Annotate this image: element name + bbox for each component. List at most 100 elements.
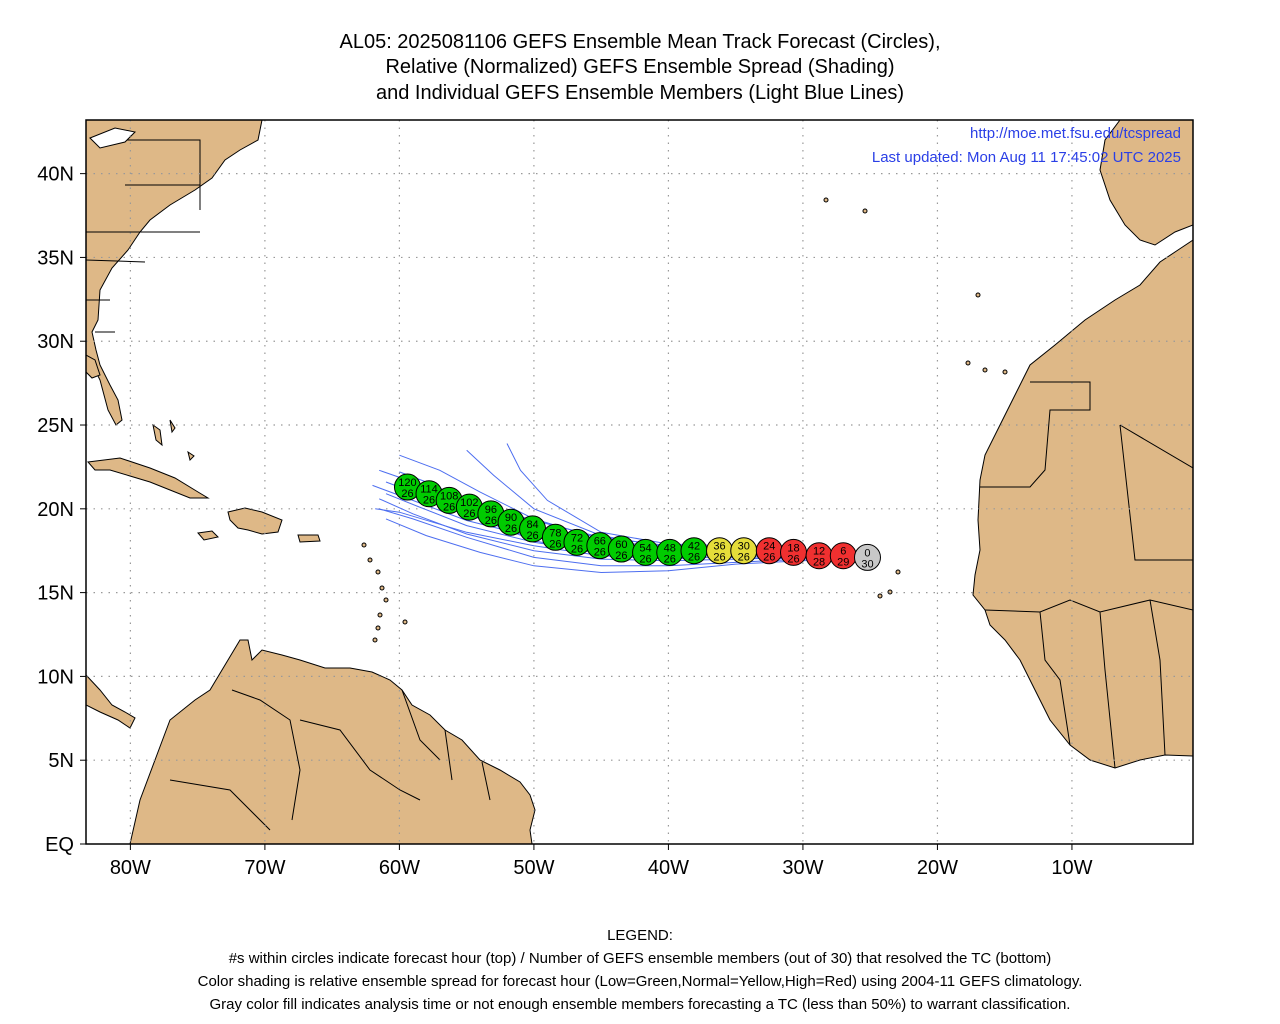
land-cuba xyxy=(87,457,210,499)
gridlines xyxy=(86,120,1193,844)
lon-tick-label: 50W xyxy=(513,857,554,879)
forecast-hour-label: 0 xyxy=(864,547,870,559)
us-state-borders xyxy=(86,139,201,333)
lat-tick-label: 10N xyxy=(37,666,74,688)
member-count-label: 26 xyxy=(763,552,775,564)
land-hispaniola xyxy=(227,507,283,535)
member-count-label: 26 xyxy=(713,552,725,564)
legend-heading: LEGEND: xyxy=(607,927,673,944)
legend-line-1: #s within circles indicate forecast hour… xyxy=(228,950,1052,967)
lon-tick-label: 80W xyxy=(110,857,151,879)
title-line-1: AL05: 2025081106 GEFS Ensemble Mean Trac… xyxy=(339,31,941,53)
lat-tick-label: 15N xyxy=(37,583,74,605)
member-count-label: 26 xyxy=(594,547,606,559)
source-url[interactable]: http://moe.met.fsu.edu/tcspread xyxy=(970,125,1181,142)
member-count-label: 30 xyxy=(861,558,873,570)
forecast-hour-label: 48 xyxy=(664,542,676,554)
member-count-label: 26 xyxy=(664,553,676,565)
member-count-label: 26 xyxy=(463,508,475,520)
member-count-label: 26 xyxy=(485,515,497,527)
lon-tick-label: 40W xyxy=(648,857,689,879)
lat-tick-label: 30N xyxy=(37,331,74,353)
lon-tick-label: 30W xyxy=(782,857,823,879)
lat-tick-label: 35N xyxy=(37,247,74,269)
forecast-hour-label: 72 xyxy=(571,532,583,544)
member-track-line xyxy=(379,508,868,567)
lat-tick-label: 5N xyxy=(48,750,74,772)
legend-line-3: Gray color fill indicates analysis time … xyxy=(209,996,1071,1013)
forecast-hour-label: 78 xyxy=(549,527,561,539)
forecast-hour-label: 102 xyxy=(460,497,478,509)
forecast-hour-label: 6 xyxy=(840,546,846,558)
axes: 80W 70W 60W 50W 40W 30W 20W 10W 40N 35N 30N 25N 20N 1… xyxy=(37,164,1092,879)
land-bahamas xyxy=(152,419,195,461)
member-count-label: 26 xyxy=(738,552,750,564)
member-count-label: 28 xyxy=(813,557,825,569)
forecast-hour-label: 36 xyxy=(713,541,725,553)
land-layer xyxy=(86,120,1193,844)
forecast-hour-label: 42 xyxy=(688,541,700,553)
track-circle xyxy=(853,543,881,571)
member-count-label: 26 xyxy=(688,552,700,564)
forecast-hour-label: 12 xyxy=(813,546,825,558)
member-count-label: 26 xyxy=(423,495,435,507)
member-count-label: 26 xyxy=(505,523,517,535)
forecast-hour-label: 60 xyxy=(615,539,627,551)
forecast-hour-label: 108 xyxy=(440,490,458,502)
plot-frame xyxy=(85,119,1194,845)
member-count-label: 26 xyxy=(526,530,538,542)
land-great-lakes xyxy=(89,127,137,149)
title-line-3: and Individual GEFS Ensemble Members (Li… xyxy=(375,82,905,104)
member-count-label: 26 xyxy=(549,538,561,550)
track-point: 030 xyxy=(853,543,881,571)
last-updated: Last updated: Mon Aug 11 17:45:02 UTC 20… xyxy=(872,149,1181,166)
forecast-hour-label: 114 xyxy=(420,484,438,496)
land-iberia xyxy=(1099,120,1193,246)
lon-tick-label: 70W xyxy=(244,857,285,879)
member-count-label: 29 xyxy=(837,557,849,569)
land-lesser-antilles xyxy=(361,542,408,643)
south-america-borders xyxy=(169,689,491,831)
land-puerto-rico xyxy=(297,534,321,543)
lon-tick-label: 20W xyxy=(917,857,958,879)
member-count-label: 26 xyxy=(401,488,413,500)
land-gulf-coast xyxy=(86,354,101,379)
lon-tick-label: 10W xyxy=(1051,857,1092,879)
forecast-hour-label: 30 xyxy=(738,541,750,553)
lon-tick-label: 60W xyxy=(379,857,420,879)
member-count-label: 26 xyxy=(443,501,455,513)
lat-tick-label: 40N xyxy=(37,164,74,186)
forecast-hour-label: 54 xyxy=(639,542,651,554)
land-central-america xyxy=(86,674,136,729)
land-africa xyxy=(972,239,1193,769)
land-atlantic-islands xyxy=(823,197,1008,599)
forecast-hour-label: 66 xyxy=(594,536,606,548)
member-count-label: 26 xyxy=(639,553,651,565)
africa-borders xyxy=(980,381,1193,769)
member-track-line xyxy=(385,518,868,574)
member-count-label: 26 xyxy=(571,543,583,555)
forecast-hour-label: 84 xyxy=(526,519,538,531)
lat-tick-label: 20N xyxy=(37,499,74,521)
member-count-label: 26 xyxy=(787,553,799,565)
